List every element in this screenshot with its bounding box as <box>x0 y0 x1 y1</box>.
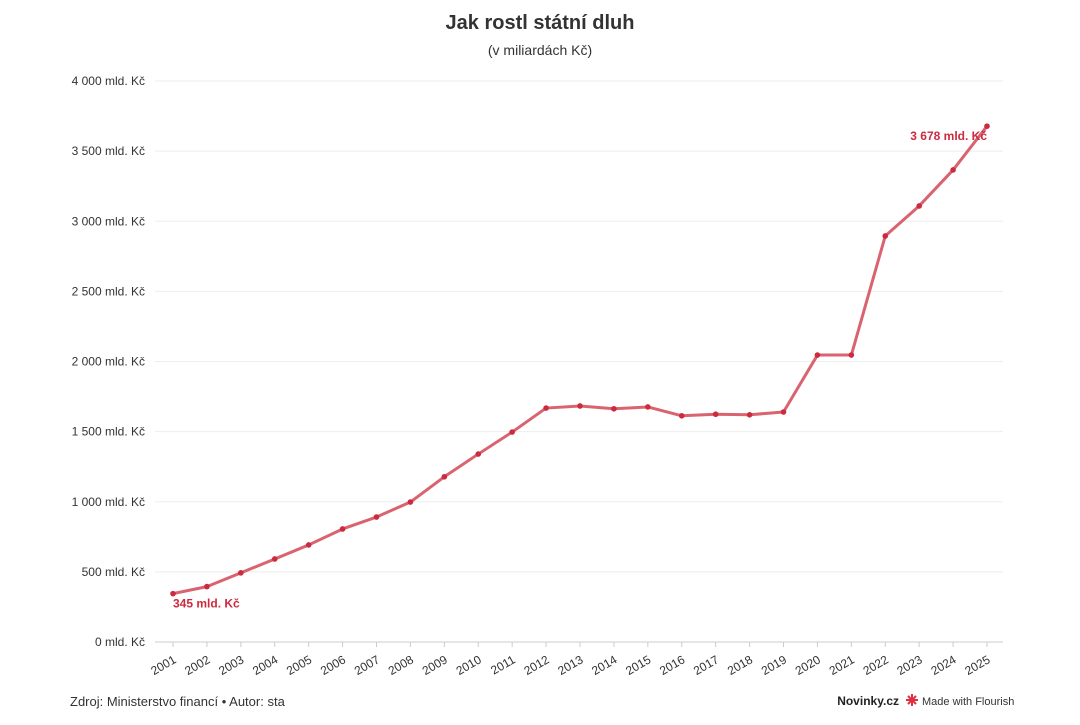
x-tick-label: 2008 <box>386 652 416 678</box>
y-tick-label: 1 000 mld. Kč <box>72 495 145 509</box>
x-tick-label: 2022 <box>861 652 891 678</box>
chart-title: Jak rostl státní dluh <box>446 12 635 34</box>
point <box>271 556 278 562</box>
point <box>170 590 176 597</box>
x-tick-label: 2014 <box>589 652 619 678</box>
point <box>645 404 651 410</box>
point <box>611 405 617 412</box>
point <box>882 233 889 239</box>
point <box>339 526 346 532</box>
flourish-logo <box>906 694 918 706</box>
point <box>238 570 244 576</box>
x-tick-label: 2015 <box>623 652 653 678</box>
y-tick-label: 500 mld. Kč <box>82 565 145 579</box>
x-tick-label: 2003 <box>216 652 246 678</box>
x-tick-label: 2011 <box>488 652 518 677</box>
point <box>746 411 753 418</box>
point <box>780 409 787 415</box>
x-tick-label: 2018 <box>725 652 755 678</box>
y-tick-label: 3 000 mld. Kč <box>72 214 145 228</box>
x-tick-label: 2010 <box>454 652 484 678</box>
point <box>950 167 956 173</box>
x-tick-label: 2001 <box>148 652 178 678</box>
x-tick-label: 2002 <box>182 652 212 678</box>
point <box>407 499 414 505</box>
point <box>475 451 482 457</box>
point <box>984 123 990 129</box>
y-tick-label: 2 500 mld. Kč <box>72 284 145 298</box>
credit[interactable]: Made with Flourish <box>922 696 1014 708</box>
y-tick-label: 3 500 mld. Kč <box>72 144 145 158</box>
x-tick-label: 2019 <box>759 652 789 678</box>
brand: Novinky.cz <box>837 694 899 708</box>
y-tick-label: 4 000 mld. Kč <box>72 74 145 88</box>
x-tick-label: 2012 <box>521 652 551 678</box>
point <box>373 514 380 520</box>
point <box>509 429 515 435</box>
x-tick-label: 2017 <box>691 652 721 678</box>
point <box>543 405 549 411</box>
x-tick-label: 2013 <box>555 652 585 678</box>
x-tick-label: 2016 <box>657 652 687 678</box>
point <box>848 352 855 358</box>
x-tick-label: 2024 <box>928 652 958 678</box>
line <box>172 125 989 596</box>
x-tick-label: 2009 <box>420 652 450 678</box>
chart-subtitle: (v miliardách Kč) <box>488 42 592 58</box>
point <box>204 583 210 590</box>
x-tick-label: 2025 <box>962 652 992 678</box>
point <box>814 352 821 358</box>
y-tick-label: 1 500 mld. Kč <box>72 425 145 439</box>
y-tick-label: 0 mld. Kč <box>95 635 145 649</box>
x-tick-label: 2004 <box>250 652 280 678</box>
point <box>305 542 312 548</box>
y-tick-label: 2 000 mld. Kč <box>72 355 145 369</box>
x-tick-label: 2005 <box>284 652 314 678</box>
data-label: 3 678 mld. Kč <box>910 129 987 143</box>
point <box>441 473 448 480</box>
point <box>712 411 719 418</box>
x-tick-label: 2006 <box>318 652 348 678</box>
x-tick-label: 2021 <box>827 652 857 678</box>
x-tick-label: 2020 <box>793 652 823 678</box>
data-label: 345 mld. Kč <box>173 597 240 611</box>
point <box>577 403 583 409</box>
x-tick-label: 2007 <box>352 652 382 678</box>
point <box>678 412 685 419</box>
point <box>916 203 922 209</box>
source: Zdroj: Ministerstvo financí • Autor: sta <box>70 694 286 709</box>
x-tick-label: 2023 <box>895 652 925 678</box>
